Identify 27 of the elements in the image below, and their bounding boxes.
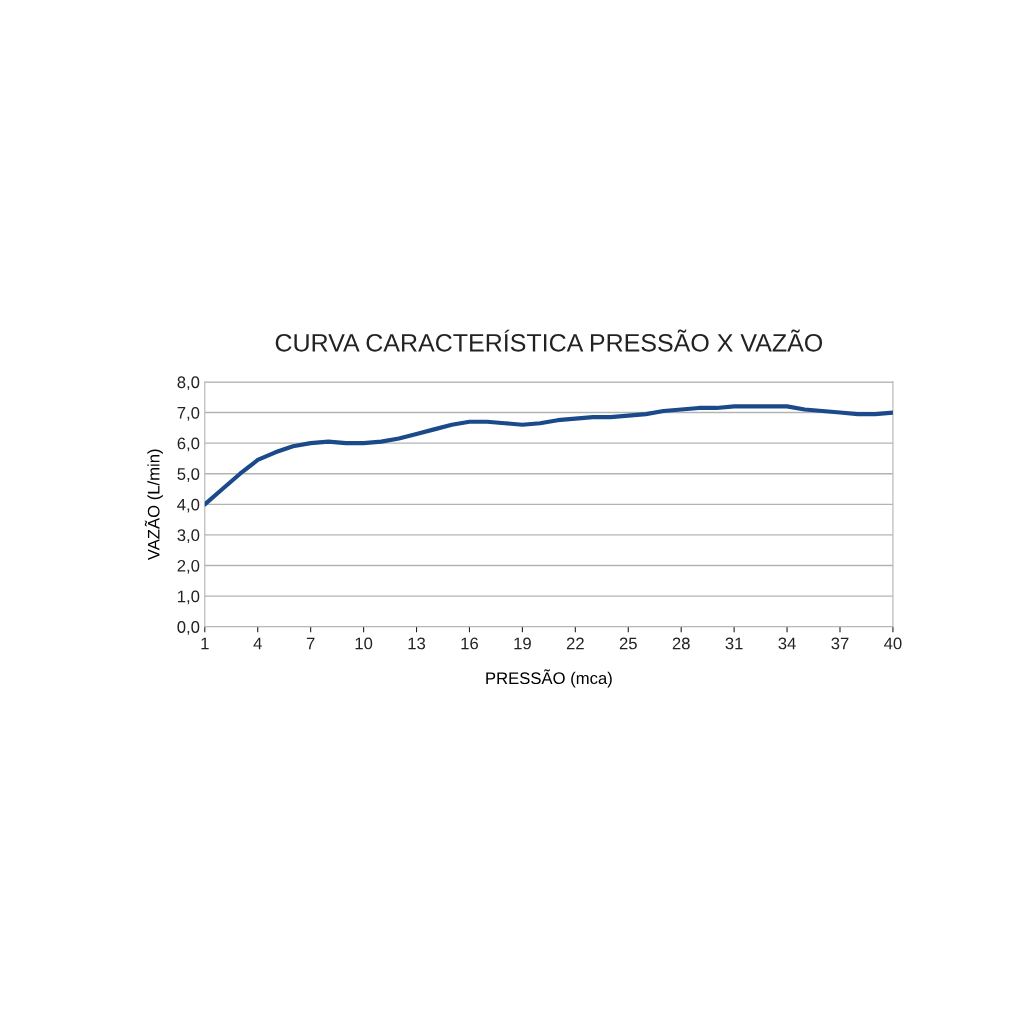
x-tick-label: 10: [355, 637, 373, 650]
chart-title: CURVA CARACTERÍSTICA PRESSÃO X VAZÃO: [275, 329, 823, 352]
x-tick-label: 28: [672, 637, 690, 650]
x-tick-label: 25: [619, 637, 637, 650]
x-tick-label: 4: [253, 637, 262, 650]
y-tick-label: 0,0: [177, 621, 200, 635]
x-tick-label: 34: [778, 637, 796, 650]
x-tick-label: 40: [884, 637, 902, 650]
y-tick-label: 2,0: [177, 559, 200, 574]
x-tick-label: 22: [566, 637, 584, 650]
y-axis-title: VAZÃO (L/min): [144, 449, 163, 561]
y-tick-label: 3,0: [177, 529, 200, 544]
x-tick-label: 7: [306, 637, 315, 650]
x-tick-label: 37: [831, 637, 849, 650]
y-tick-label: 6,0: [177, 437, 200, 452]
x-tick-label: 13: [408, 637, 426, 650]
y-tick-label: 5,0: [177, 468, 200, 482]
line-series: [204, 404, 893, 507]
y-tick-label: 1,0: [178, 590, 200, 605]
x-tick-label: 16: [461, 637, 478, 650]
y-tick-label: 7,0: [177, 406, 200, 421]
y-tick-label: 4,0: [177, 498, 200, 513]
x-tick-label: 19: [514, 637, 531, 650]
x-tick-label: 31: [725, 637, 743, 650]
y-tick-label: 8,0: [177, 376, 200, 391]
x-axis-title: PRESSÃO (mca): [486, 669, 612, 688]
x-tick-label: 1: [201, 637, 209, 650]
